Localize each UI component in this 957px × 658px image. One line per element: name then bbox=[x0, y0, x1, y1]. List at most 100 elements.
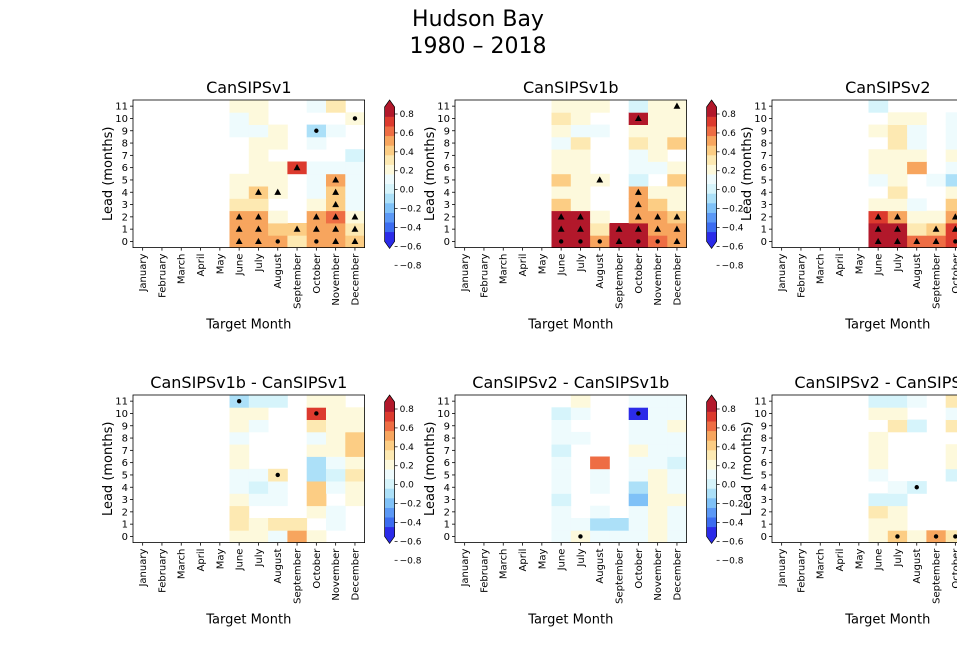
heatmap-cell bbox=[551, 530, 572, 543]
heatmap-cell bbox=[926, 210, 947, 224]
significance-triangle-marker bbox=[255, 225, 262, 232]
colorbar-segment bbox=[706, 126, 717, 137]
x-tick-label: June bbox=[235, 254, 246, 277]
heatmap-cell bbox=[551, 186, 572, 199]
heatmap-cell bbox=[667, 468, 687, 482]
colorbar-tick-label: −0.6 bbox=[400, 537, 422, 547]
heatmap-cell bbox=[570, 100, 591, 113]
heatmap-cell bbox=[648, 530, 668, 543]
x-tick-label: October bbox=[312, 548, 323, 589]
heatmap-cell bbox=[551, 198, 572, 212]
heatmap-cell bbox=[667, 481, 687, 494]
colorbar-tick-label: 0.8 bbox=[722, 405, 737, 415]
y-tick-label: 8 bbox=[444, 139, 450, 150]
heatmap-cell bbox=[590, 456, 610, 470]
y-tick-label: 3 bbox=[122, 495, 128, 506]
colorbar-segment bbox=[384, 183, 395, 194]
significance-triangle-marker bbox=[673, 213, 681, 220]
y-tick-label: 5 bbox=[444, 175, 450, 186]
x-tick-label: January bbox=[138, 549, 149, 588]
heatmap-cell bbox=[551, 444, 572, 457]
heatmap-cell bbox=[570, 518, 591, 531]
plot-frame bbox=[454, 394, 688, 544]
x-tick-label: January bbox=[460, 549, 471, 588]
heatmap-cell bbox=[887, 505, 908, 519]
colorbar-segment bbox=[384, 212, 395, 223]
heatmap-cell bbox=[590, 481, 610, 494]
y-tick-label: 3 bbox=[761, 200, 767, 211]
y-tick-label: 2 bbox=[444, 212, 450, 223]
y-tick-label: 2 bbox=[761, 507, 767, 518]
heatmap-cell bbox=[887, 493, 908, 507]
colorbar-extend-max bbox=[384, 395, 395, 402]
colorbar-segment bbox=[706, 430, 717, 441]
significance-triangle-marker bbox=[293, 225, 301, 232]
heatmap-cell bbox=[268, 124, 288, 138]
x-tick-label: July bbox=[576, 549, 587, 568]
heatmap-cell bbox=[887, 481, 908, 494]
significance-triangle-marker bbox=[332, 200, 340, 208]
significance-triangle-marker bbox=[951, 225, 957, 232]
heatmap-cell bbox=[667, 161, 687, 175]
significance-dot-marker bbox=[953, 239, 957, 244]
colorbar-segment bbox=[706, 469, 717, 480]
colorbar-tick-label: 0.0 bbox=[400, 186, 415, 196]
y-axis-label: Lead (months) bbox=[101, 127, 116, 221]
colorbar-segment bbox=[384, 498, 395, 508]
heatmap-cell bbox=[268, 518, 288, 531]
heatmap-cell bbox=[306, 136, 327, 150]
significance-triangle-marker bbox=[634, 225, 642, 232]
y-tick-label: 9 bbox=[444, 126, 450, 137]
heatmap-cell bbox=[229, 456, 250, 470]
colorbar-segment bbox=[384, 526, 395, 537]
heatmap-cell bbox=[248, 136, 269, 150]
significance-dot-marker bbox=[933, 534, 939, 539]
heatmap-cell bbox=[907, 149, 927, 162]
x-axis-label: Target Month bbox=[205, 613, 291, 628]
heatmap-cell bbox=[345, 173, 365, 187]
y-tick-label: 0 bbox=[122, 237, 128, 248]
heatmap-cell bbox=[887, 198, 908, 212]
x-tick-label: September bbox=[615, 253, 626, 309]
significance-triangle-marker bbox=[235, 237, 243, 245]
plot-frame bbox=[132, 394, 366, 544]
colorbar-segment bbox=[384, 440, 395, 451]
y-tick-label: 8 bbox=[122, 434, 128, 445]
heatmap-cell bbox=[609, 530, 630, 543]
x-tick-label: March bbox=[816, 549, 827, 579]
significance-triangle-marker bbox=[951, 213, 957, 220]
heatmap-cell bbox=[268, 395, 288, 408]
heatmap-cell bbox=[667, 407, 687, 420]
colorbar-tick-label: −0.4 bbox=[722, 223, 744, 233]
heatmap-cell bbox=[551, 431, 572, 445]
significance-dot-marker bbox=[578, 534, 583, 539]
colorbar-extend-max bbox=[706, 395, 717, 402]
significance-dot-marker bbox=[578, 239, 583, 244]
significance-triangle-marker bbox=[932, 237, 940, 245]
heatmap-cell bbox=[945, 235, 957, 248]
heatmap-cell bbox=[868, 493, 889, 507]
heatmap-cell bbox=[887, 112, 908, 125]
x-tick-label: July bbox=[893, 254, 904, 273]
heatmap-cell bbox=[287, 235, 308, 248]
heatmap-cell bbox=[551, 468, 572, 482]
heatmap-cell bbox=[628, 444, 649, 457]
heatmap-cell bbox=[907, 395, 927, 408]
heatmap-cell bbox=[628, 149, 649, 162]
y-tick-label: 5 bbox=[122, 470, 128, 481]
heatmap-cell bbox=[907, 210, 927, 224]
colorbar-extend-max bbox=[706, 100, 717, 107]
colorbar-segment bbox=[706, 488, 717, 499]
colorbar-tick-label: −0.4 bbox=[722, 518, 744, 528]
colorbar: 0.8 0.6 0.4 0.2 0.0 −0.2 −0.4 −0.6 −0.8 bbox=[384, 394, 422, 566]
x-tick-label: August bbox=[595, 549, 606, 584]
y-tick-label: 11 bbox=[437, 397, 450, 408]
colorbar-segment bbox=[706, 459, 717, 470]
panel-title: CanSIPSv2 - CanSIPSv1 bbox=[794, 373, 957, 392]
heatmap-cell bbox=[648, 136, 668, 150]
colorbar-tick-label: −0.8 bbox=[722, 556, 744, 566]
heatmap-cell bbox=[648, 198, 668, 212]
heatmap-cell bbox=[551, 100, 572, 113]
